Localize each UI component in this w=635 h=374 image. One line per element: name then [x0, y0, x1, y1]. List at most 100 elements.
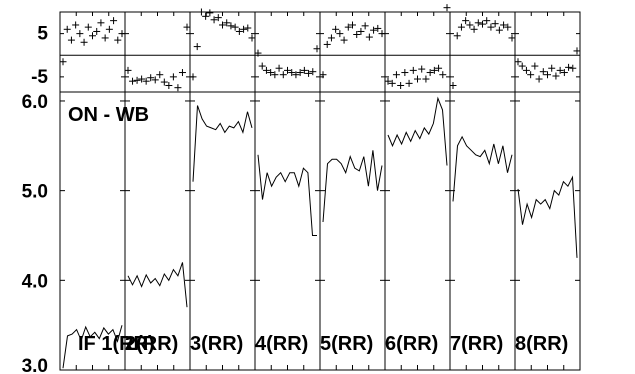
phase-point: [539, 68, 547, 76]
phase-point: [500, 21, 508, 29]
phase-point: [353, 30, 361, 38]
phase-point: [556, 66, 564, 74]
amplitude-box: [449, 91, 516, 371]
panel-frame-8: [514, 11, 581, 371]
phase-point: [340, 36, 348, 44]
amplitude-box: [254, 91, 321, 371]
phase-point: [202, 12, 210, 20]
phase-point: [174, 84, 182, 92]
phase-point: [292, 71, 300, 79]
amplitude-y-tick-label: 6.0: [22, 92, 48, 113]
phase-point: [151, 76, 159, 84]
phase-point: [319, 71, 327, 79]
phase-point: [466, 21, 474, 29]
phase-point: [378, 30, 386, 38]
phase-box: [254, 11, 321, 93]
amplitude-line-4: [257, 154, 317, 236]
phase-point: [105, 25, 113, 33]
phase-point: [296, 69, 304, 77]
phase-point: [67, 36, 75, 44]
phase-point: [414, 75, 421, 83]
phase-point: [262, 66, 270, 74]
phase-point: [462, 17, 470, 25]
amplitude-y-tick-labels: 3.0 4.0 5.0 6.0: [22, 92, 48, 374]
phase-point: [142, 77, 150, 85]
phase-series: [59, 4, 581, 92]
panel-label-5: 5(RR): [320, 333, 373, 355]
phase-point: [365, 33, 373, 41]
phase-point: [565, 63, 573, 71]
phase-point: [80, 38, 88, 46]
phase-point: [508, 34, 516, 42]
phase-point: [124, 66, 132, 74]
phase-point: [487, 23, 495, 31]
phase-point: [183, 23, 191, 31]
phase-point: [518, 62, 526, 70]
panel-frame-6: [384, 11, 451, 371]
phase-point: [240, 25, 248, 33]
phase-point: [231, 23, 239, 31]
phase-point: [453, 32, 461, 40]
phase-point: [300, 66, 308, 74]
phase-point: [426, 69, 434, 77]
phase-point: [288, 69, 296, 77]
phase-point: [156, 71, 164, 79]
phase-point: [267, 69, 275, 77]
phase-point: [114, 36, 122, 44]
phase-point: [147, 74, 155, 82]
panel-label-8: 8(RR): [515, 333, 568, 355]
phase-point: [527, 71, 535, 79]
panel-label-1: IF 1(RR): [78, 333, 155, 355]
phase-point: [495, 26, 503, 34]
phase-point: [457, 23, 465, 31]
amplitude-line-2: [127, 262, 188, 308]
phase-y-tick-label: 5: [37, 24, 48, 45]
panel-frame-2: [124, 11, 191, 371]
phase-point: [449, 82, 457, 90]
phase-y-tick-label: -5: [31, 67, 48, 88]
phase-point: [552, 72, 560, 80]
phase-point: [197, 8, 205, 16]
phase-point: [254, 49, 262, 57]
phase-point: [219, 21, 226, 29]
phase-point: [97, 19, 105, 27]
phase-point: [409, 66, 417, 74]
phase-point: [258, 62, 266, 70]
phase-point: [560, 69, 568, 77]
panel-frame-5: [319, 11, 386, 371]
amplitude-line-7: [452, 135, 513, 202]
amplitude-series: [62, 96, 578, 369]
phase-point: [474, 19, 482, 27]
amplitude-y-tick-label: 3.0: [22, 356, 48, 374]
amplitude-line-8: [517, 175, 578, 258]
phase-point: [405, 79, 413, 87]
panel-frame-3: [189, 11, 256, 371]
phase-point: [548, 64, 556, 72]
panel-label-6: 6(RR): [385, 333, 438, 355]
phase-point: [165, 82, 173, 90]
phase-point: [59, 58, 67, 66]
amplitude-line-1: [62, 325, 123, 369]
phase-point: [544, 71, 551, 79]
phase-point: [522, 66, 530, 74]
phase-point: [248, 34, 256, 42]
phase-point: [169, 73, 177, 81]
phase-point: [418, 65, 426, 73]
phase-point: [384, 77, 392, 85]
panel-label-7: 7(RR): [450, 333, 503, 355]
phase-point: [514, 58, 522, 66]
amplitude-box: [124, 91, 191, 371]
phase-point: [483, 17, 491, 25]
phase-point: [214, 14, 222, 22]
phase-point: [279, 71, 287, 79]
phase-point: [370, 26, 378, 34]
phase-point: [336, 30, 344, 38]
phase-point: [344, 23, 352, 31]
phase-point: [309, 68, 317, 76]
phase-point: [271, 71, 279, 79]
phase-point: [327, 34, 335, 42]
phase-point: [305, 69, 313, 77]
phase-point: [206, 9, 214, 17]
phase-point: [491, 20, 499, 28]
